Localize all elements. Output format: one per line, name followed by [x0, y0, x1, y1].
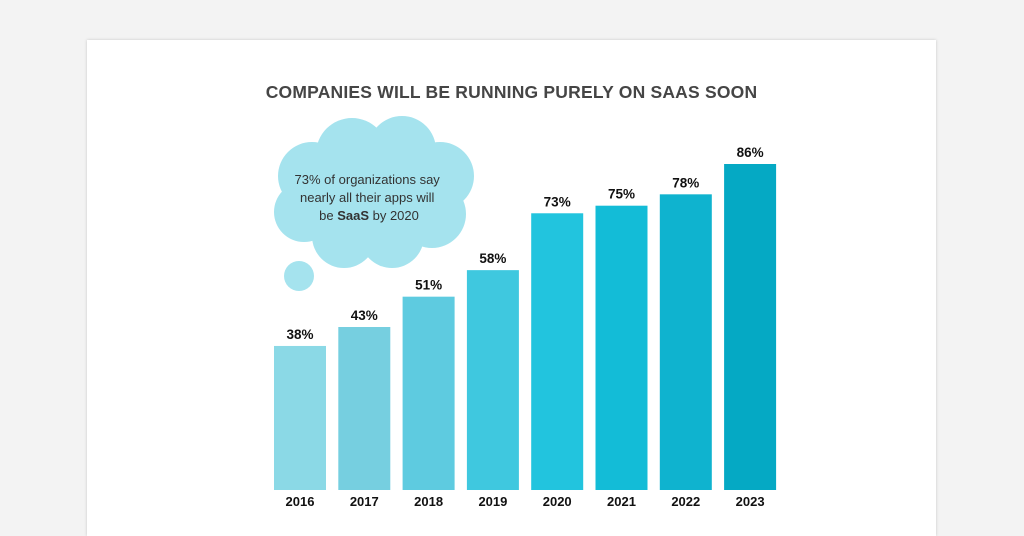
value-label-2023: 86%	[737, 145, 764, 160]
category-label-2018: 2018	[414, 494, 443, 509]
bars-group: 38% 2016 43% 2017 51% 2018 58% 2019 73% 2020 75% 20…	[274, 145, 777, 509]
chart-title: COMPANIES WILL BE RUNNING PURELY ON SAAS…	[265, 82, 758, 102]
category-label-2017: 2017	[350, 494, 379, 509]
value-label-2017: 43%	[351, 308, 378, 323]
category-label-2016: 2016	[286, 494, 315, 509]
bar-2022	[659, 194, 712, 491]
value-label-2019: 58%	[479, 251, 506, 266]
thought-bubble-dot	[284, 261, 314, 291]
category-label-2022: 2022	[671, 494, 700, 509]
category-label-2023: 2023	[736, 494, 765, 509]
value-label-2018: 51%	[415, 278, 442, 293]
annotation-line-2: nearly all their apps will	[300, 190, 435, 205]
category-label-2020: 2020	[543, 494, 572, 509]
bar-2023	[724, 164, 777, 490]
value-label-2016: 38%	[286, 327, 313, 342]
bar-2020	[531, 213, 584, 491]
bar-2021	[595, 205, 648, 490]
bar-2019	[466, 270, 519, 490]
annotation-text: 73% of organizations say nearly all thei…	[295, 172, 444, 223]
annotation-line-3: be SaaS by 2020	[319, 208, 419, 223]
annotation-line-1: 73% of organizations say	[295, 172, 441, 187]
bar-2016	[274, 345, 326, 490]
thought-bubble: 73% of organizations say nearly all thei…	[274, 116, 474, 291]
value-label-2021: 75%	[608, 187, 635, 202]
value-label-2022: 78%	[672, 175, 699, 190]
value-label-2020: 73%	[544, 194, 571, 209]
category-label-2019: 2019	[478, 494, 507, 509]
bar-2017	[338, 327, 391, 490]
bar-2018	[402, 296, 455, 490]
thought-cloud	[274, 116, 474, 268]
category-label-2021: 2021	[607, 494, 636, 509]
